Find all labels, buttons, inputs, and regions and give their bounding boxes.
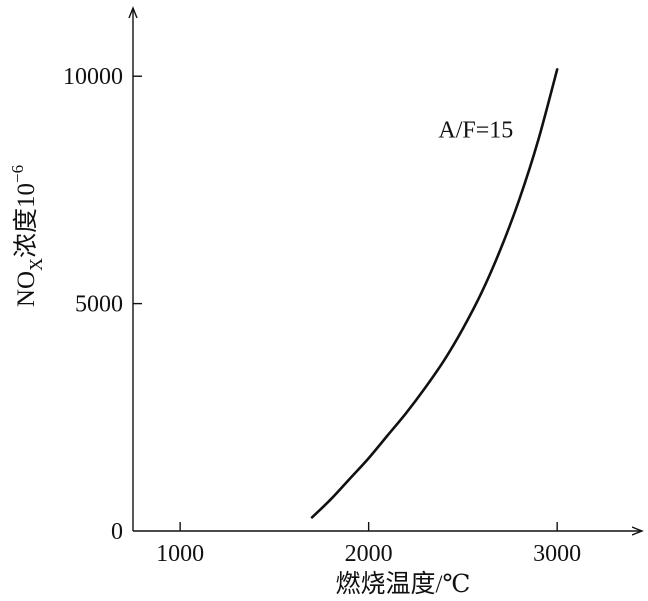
x-tick-label: 1000 bbox=[156, 541, 204, 567]
y-tick-label: 0 bbox=[111, 519, 123, 545]
y-title-main: NO bbox=[13, 271, 40, 307]
annotation-label: A/F=15 bbox=[438, 118, 513, 144]
axes bbox=[133, 8, 642, 531]
x-tick-label: 3000 bbox=[533, 541, 581, 567]
y-axis-title: NOX浓度10−6 bbox=[8, 165, 46, 307]
tick-labels: 1000 2000 3000 0 5000 10000 bbox=[63, 64, 581, 567]
y-title-rest: 浓度10 bbox=[12, 183, 40, 258]
y-tick-label: 5000 bbox=[75, 292, 123, 318]
x-tick-label: 2000 bbox=[345, 541, 393, 567]
series-line bbox=[310, 68, 559, 519]
x-axis-title: 燃烧温度/℃ bbox=[336, 570, 471, 598]
y-tick-label: 10000 bbox=[63, 64, 123, 90]
ticks bbox=[133, 75, 558, 531]
y-title-subscript: X bbox=[26, 258, 46, 271]
series-points bbox=[311, 68, 558, 518]
y-title-superscript: −6 bbox=[8, 165, 27, 183]
